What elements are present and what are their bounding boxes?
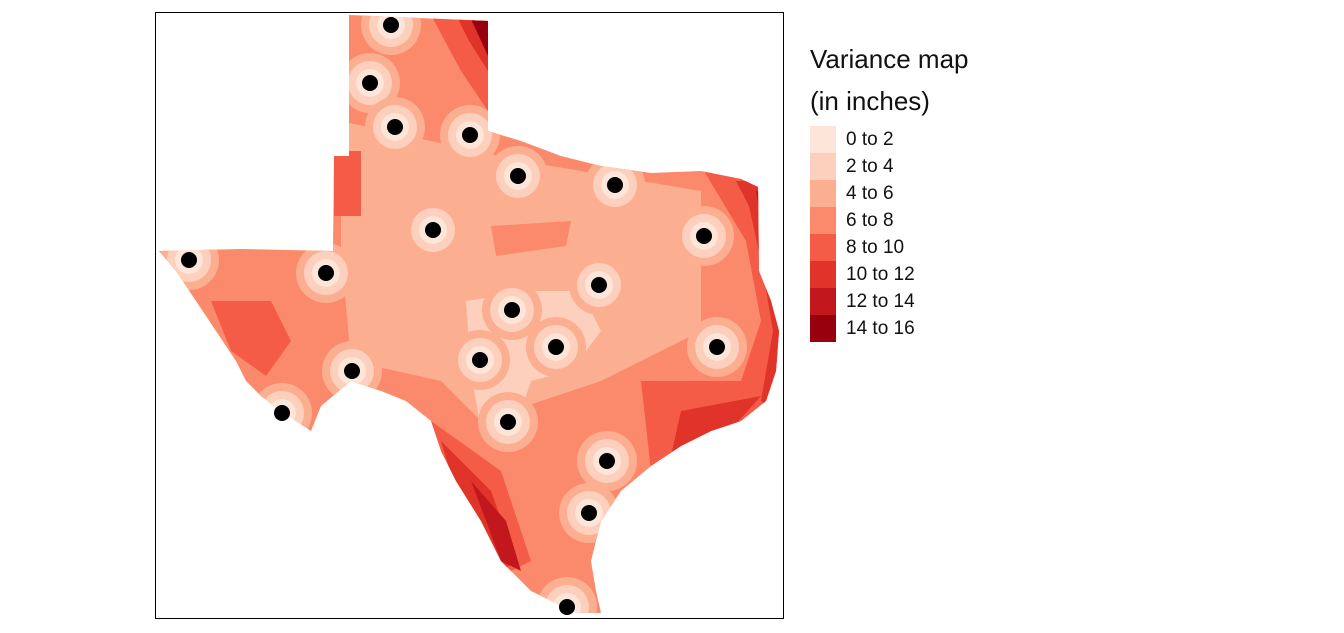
legend-label: 10 to 12 — [846, 263, 915, 285]
sample-point — [500, 414, 516, 430]
variance-map — [159, 15, 779, 615]
legend-item: 4 to 6 — [810, 180, 969, 207]
legend-item: 0 to 2 — [810, 126, 969, 153]
sample-point — [383, 17, 399, 33]
sample-point — [559, 599, 575, 615]
surface-class-6-8 — [491, 221, 571, 256]
legend-label: 6 to 8 — [846, 209, 894, 231]
legend-items: 0 to 2 2 to 4 4 to 6 6 to 8 8 to 10 10 to 12 1… — [810, 126, 969, 342]
legend-label: 0 to 2 — [846, 128, 894, 150]
surface-class-8-10 — [211, 301, 291, 376]
surface-class-12-14 — [471, 481, 521, 571]
legend-swatch — [810, 288, 836, 315]
sample-point — [425, 222, 441, 238]
legend-swatch — [810, 315, 836, 342]
legend-swatch — [810, 207, 836, 234]
sample-point — [607, 177, 623, 193]
sample-point — [599, 453, 615, 469]
legend-swatch — [810, 234, 836, 261]
sample-point — [581, 505, 597, 521]
surface-class-14-16 — [471, 19, 488, 56]
legend-title-line2: (in inches) — [810, 86, 930, 116]
legend-title-line1: Variance map — [810, 44, 969, 74]
sample-point — [462, 127, 478, 143]
legend-item: 10 to 12 — [810, 261, 969, 288]
sample-point — [274, 405, 290, 421]
legend-item: 8 to 10 — [810, 234, 969, 261]
sample-point — [387, 119, 403, 135]
legend-item: 6 to 8 — [810, 207, 969, 234]
legend-swatch — [810, 153, 836, 180]
sample-point — [709, 339, 725, 355]
legend-swatch — [810, 261, 836, 288]
map-panel — [155, 12, 784, 619]
variance-surface — [159, 15, 779, 613]
legend-label: 14 to 16 — [846, 317, 915, 339]
legend-label: 12 to 14 — [846, 290, 915, 312]
sample-point — [318, 265, 334, 281]
legend-swatch — [810, 180, 836, 207]
sample-point — [504, 302, 520, 318]
surface-class-8-10 — [334, 151, 361, 216]
legend-item: 12 to 14 — [810, 288, 969, 315]
sample-point — [510, 168, 526, 184]
sample-point — [696, 228, 712, 244]
sample-point — [344, 363, 360, 379]
sample-point — [548, 339, 564, 355]
legend-label: 2 to 4 — [846, 155, 894, 177]
legend-swatch — [810, 126, 836, 153]
sample-point — [362, 75, 378, 91]
sample-point — [591, 277, 607, 293]
legend-item: 14 to 16 — [810, 315, 969, 342]
sample-point — [472, 352, 488, 368]
legend-label: 8 to 10 — [846, 236, 905, 258]
sample-point — [181, 252, 197, 268]
legend-label: 4 to 6 — [846, 182, 894, 204]
map-legend: Variance map (in inches) 0 to 2 2 to 4 4 t… — [810, 38, 969, 342]
sample-points — [181, 17, 725, 615]
legend-item: 2 to 4 — [810, 153, 969, 180]
